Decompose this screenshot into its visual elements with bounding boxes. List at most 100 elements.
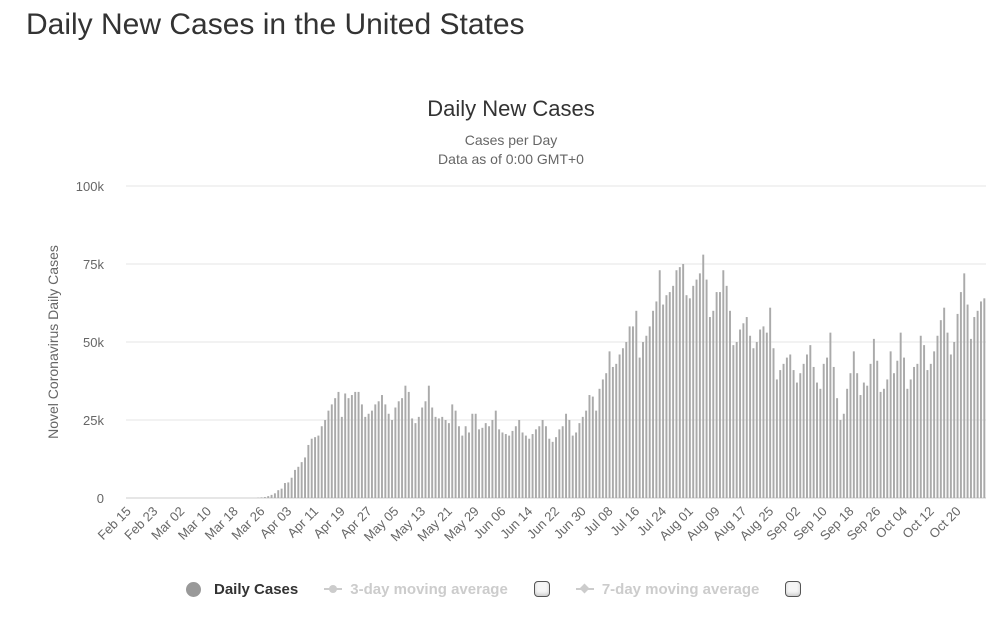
bar[interactable]	[501, 432, 504, 498]
bar[interactable]	[374, 404, 377, 498]
bar[interactable]	[943, 307, 946, 498]
bar[interactable]	[795, 382, 798, 498]
bar[interactable]	[558, 429, 561, 498]
bar[interactable]	[431, 407, 434, 498]
bar[interactable]	[936, 335, 939, 498]
bar[interactable]	[678, 267, 681, 498]
bar[interactable]	[782, 363, 785, 498]
bar[interactable]	[618, 354, 621, 498]
bar[interactable]	[615, 363, 618, 498]
bar[interactable]	[672, 285, 675, 498]
bar[interactable]	[698, 273, 701, 498]
bar[interactable]	[739, 329, 742, 498]
bar[interactable]	[916, 363, 919, 498]
bar[interactable]	[605, 373, 608, 498]
bar[interactable]	[541, 420, 544, 498]
bar[interactable]	[344, 393, 347, 498]
bar[interactable]	[387, 413, 390, 498]
bar[interactable]	[729, 310, 731, 498]
bar[interactable]	[484, 423, 487, 498]
bar[interactable]	[427, 385, 430, 498]
bar[interactable]	[508, 435, 511, 498]
bar[interactable]	[705, 279, 708, 498]
bar[interactable]	[719, 292, 721, 498]
bar[interactable]	[655, 301, 658, 498]
bar[interactable]	[628, 326, 631, 498]
bar[interactable]	[304, 457, 306, 498]
bar[interactable]	[417, 416, 420, 498]
bar[interactable]	[434, 416, 437, 498]
legend-item-daily-cases[interactable]: Daily Cases	[186, 581, 298, 598]
bar[interactable]	[980, 301, 982, 498]
bar[interactable]	[337, 391, 340, 498]
bar[interactable]	[565, 413, 568, 498]
bar[interactable]	[297, 466, 300, 498]
bar[interactable]	[578, 423, 581, 498]
bar[interactable]	[906, 388, 909, 498]
bar[interactable]	[608, 351, 611, 498]
bar[interactable]	[923, 345, 926, 498]
bar[interactable]	[702, 254, 705, 498]
bar[interactable]	[595, 410, 598, 498]
bar[interactable]	[263, 497, 266, 498]
legend-item-7-day-average[interactable]: 7-day moving average	[575, 581, 802, 598]
bar[interactable]	[933, 351, 936, 498]
bar[interactable]	[260, 497, 263, 498]
bar[interactable]	[320, 426, 323, 498]
bar[interactable]	[802, 363, 805, 498]
bar[interactable]	[511, 430, 514, 498]
bar[interactable]	[856, 373, 859, 498]
bar[interactable]	[969, 338, 972, 498]
bar[interactable]	[785, 357, 788, 498]
bar[interactable]	[642, 342, 644, 498]
bar[interactable]	[789, 354, 792, 498]
bar[interactable]	[836, 398, 839, 498]
bar[interactable]	[401, 398, 404, 498]
bar[interactable]	[491, 420, 494, 498]
bar[interactable]	[765, 332, 768, 498]
bar[interactable]	[601, 379, 604, 498]
bar[interactable]	[544, 426, 547, 498]
bar[interactable]	[903, 357, 905, 498]
bar[interactable]	[919, 335, 922, 498]
bar[interactable]	[350, 395, 353, 498]
bar[interactable]	[893, 373, 895, 498]
bar[interactable]	[675, 270, 678, 498]
bar[interactable]	[451, 404, 454, 498]
bar[interactable]	[494, 410, 497, 498]
bar[interactable]	[384, 404, 387, 498]
bar[interactable]	[531, 434, 534, 498]
bar[interactable]	[775, 379, 778, 498]
bar[interactable]	[424, 401, 427, 498]
bar[interactable]	[889, 351, 892, 498]
bar[interactable]	[437, 418, 440, 498]
bar[interactable]	[849, 373, 852, 498]
bar[interactable]	[504, 434, 507, 498]
bar[interactable]	[518, 420, 521, 498]
bar[interactable]	[498, 429, 501, 498]
bar[interactable]	[745, 317, 748, 498]
bar[interactable]	[688, 298, 691, 498]
bar[interactable]	[799, 373, 802, 498]
bar[interactable]	[742, 323, 745, 498]
bar[interactable]	[551, 441, 554, 498]
bar[interactable]	[772, 348, 775, 498]
bar[interactable]	[548, 438, 551, 498]
bar[interactable]	[939, 320, 942, 498]
bar[interactable]	[457, 426, 460, 498]
bar[interactable]	[273, 493, 276, 498]
bar[interactable]	[598, 388, 601, 498]
bar[interactable]	[816, 382, 818, 498]
bar[interactable]	[658, 270, 661, 498]
bar[interactable]	[317, 435, 320, 498]
bar[interactable]	[561, 426, 564, 498]
bar[interactable]	[588, 395, 591, 498]
bar[interactable]	[953, 342, 956, 498]
bar[interactable]	[287, 482, 290, 498]
bar[interactable]	[819, 388, 822, 498]
bar[interactable]	[277, 490, 280, 498]
bar[interactable]	[591, 396, 594, 498]
bar[interactable]	[370, 410, 373, 498]
bar[interactable]	[762, 326, 765, 498]
bar[interactable]	[444, 420, 447, 498]
